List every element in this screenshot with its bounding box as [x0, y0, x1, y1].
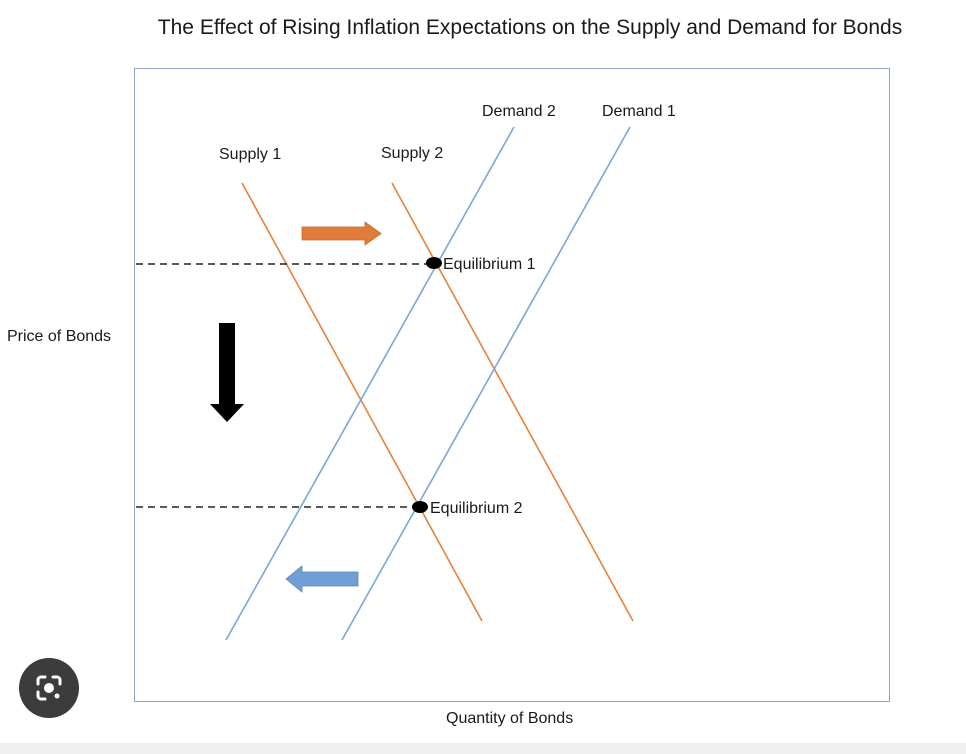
- demand-1-curve: [341, 126, 631, 641]
- supply-1-label: Supply 1: [219, 146, 281, 163]
- price-down-arrow: [210, 323, 244, 422]
- diagram-title: The Effect of Rising Inflation Expectati…: [157, 16, 903, 39]
- plot-frame: [134, 68, 890, 702]
- demand-2-label: Demand 2: [482, 103, 556, 120]
- bottom-strip: [0, 743, 966, 754]
- demand-2-curve: [225, 126, 515, 641]
- demand-1-label: Demand 1: [602, 103, 676, 120]
- supply-2-curve: [391, 182, 634, 622]
- equilibrium-1-point: [426, 257, 442, 269]
- equilibrium-2-label: Equilibrium 2: [430, 500, 523, 517]
- supply-1-curve: [241, 182, 483, 622]
- equilibrium-2-point: [412, 501, 428, 513]
- equilibrium-1-label: Equilibrium 1: [443, 256, 536, 273]
- camera-lens-icon: [36, 675, 62, 701]
- demand-shift-left-arrow: [285, 565, 359, 593]
- supply-2-label: Supply 2: [381, 145, 443, 162]
- supply-shift-right-arrow: [301, 221, 382, 246]
- lens-search-button[interactable]: [19, 658, 79, 718]
- y-axis-label: Price of Bonds: [7, 328, 112, 345]
- x-axis-label: Quantity of Bonds: [446, 710, 574, 727]
